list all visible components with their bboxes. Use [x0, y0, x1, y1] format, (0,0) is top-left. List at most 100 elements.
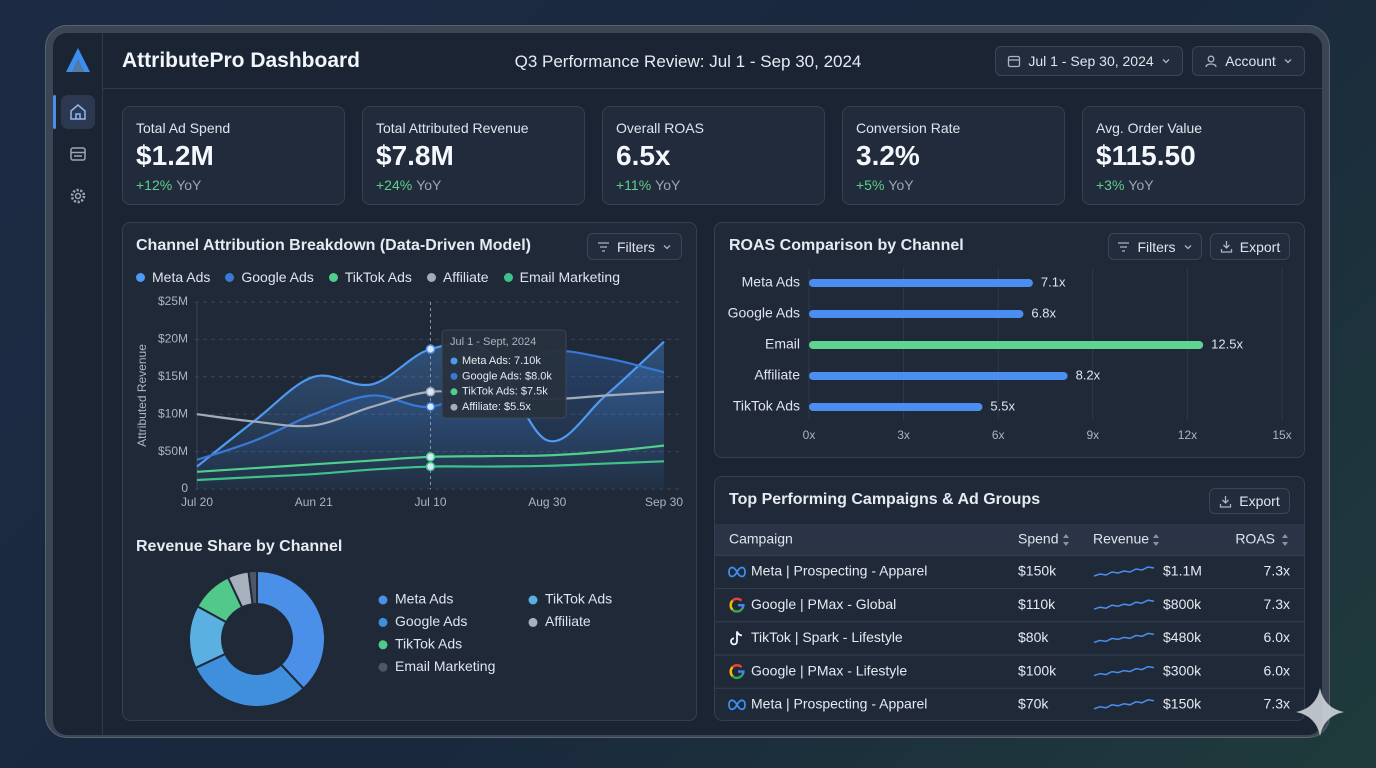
- legend-item: Affiliate: [426, 269, 489, 285]
- button-text: Filters: [1137, 238, 1176, 255]
- platform-icon: [728, 699, 746, 711]
- export-button[interactable]: Export: [1210, 233, 1290, 260]
- tooltip-swatch: [450, 403, 458, 411]
- platform-icon: [728, 566, 746, 578]
- home-icon: [70, 104, 86, 120]
- download-icon: [1220, 495, 1232, 508]
- kpi-label: Overall ROAS: [616, 120, 704, 136]
- kpi-change-value: +12%: [136, 177, 173, 193]
- tooltip-item: Google Ads: $8.0k: [462, 370, 552, 382]
- legend-label: TikTok Ads: [545, 591, 612, 607]
- legend-swatch: [378, 662, 388, 672]
- y-tick-label: $50M: [158, 444, 188, 458]
- table-cell: TikTok | Spark - Lifestyle: [751, 629, 903, 645]
- sparkline: [1093, 599, 1155, 610]
- filters-button[interactable]: Filters: [1108, 233, 1202, 260]
- legend-swatch: [378, 595, 388, 605]
- kpi-card: Avg. Order Value $115.50 +3% YoY: [1082, 106, 1305, 205]
- nav-settings[interactable]: [61, 179, 95, 213]
- y-tick-label: $10M: [158, 406, 188, 420]
- chevron: [1284, 59, 1292, 64]
- sparkle-decoration: [1296, 688, 1344, 736]
- legend-label: Affiliate: [442, 269, 489, 285]
- table-cell: $480k: [1163, 629, 1202, 645]
- date-range-picker[interactable]: Jul 1 - Sep 30, 2024: [995, 46, 1183, 76]
- filters-button[interactable]: Filters: [587, 233, 682, 260]
- tooltip-swatch: [450, 388, 458, 396]
- legend-label: Meta Ads: [395, 591, 453, 607]
- export-button[interactable]: Export: [1209, 488, 1290, 514]
- kpi-period: YoY: [888, 177, 914, 193]
- logo: [66, 48, 90, 72]
- button-text: Filters: [616, 238, 656, 255]
- chevron: [1162, 59, 1170, 64]
- table-cell: $80k: [1018, 629, 1049, 645]
- table-cell: 6.0x: [1264, 662, 1290, 678]
- value-label: 6.8x: [1031, 305, 1056, 320]
- table-cell: $70k: [1018, 696, 1049, 712]
- kpi-label: Total Ad Spend: [136, 120, 231, 136]
- tooltip-swatch: [450, 372, 458, 380]
- kpi-change: +5% YoY: [856, 177, 1064, 193]
- x-tick-label: Sep 30: [645, 495, 683, 509]
- nav-home[interactable]: [61, 95, 95, 129]
- account-menu[interactable]: Account: [1192, 46, 1305, 76]
- bar: [809, 341, 1204, 349]
- sparkline: [1093, 699, 1155, 710]
- table-cell: Meta | Prospecting - Apparel: [751, 696, 927, 712]
- y-axis-label: Attributed Revenue: [135, 344, 149, 447]
- kpi-change: +11% YoY: [616, 177, 824, 193]
- panel-title: Channel Attribution Breakdown (Data-Driv…: [136, 237, 531, 254]
- chevron: [663, 244, 671, 249]
- legend-item: TikTok Ads: [328, 269, 412, 285]
- active-indicator: [53, 95, 56, 129]
- table-cell: Google | PMax - Lifestyle: [751, 662, 907, 678]
- value-label: 7.1x: [1041, 274, 1066, 289]
- legend-label: TikTok Ads: [344, 269, 412, 285]
- legend-swatch: [225, 272, 235, 282]
- table-cell: $150k: [1163, 696, 1202, 712]
- filter-icon: [1118, 241, 1130, 252]
- platform-icon: [730, 631, 743, 646]
- hover-point: [425, 387, 436, 397]
- app-title: AttributePro Dashboard: [122, 49, 361, 72]
- x-tick-label: Aun 21: [295, 495, 333, 509]
- table-cell: $800k: [1163, 596, 1202, 612]
- hover-point: [425, 401, 436, 412]
- tooltip-item: Affiliate: $5.5x: [462, 401, 531, 413]
- pie-slice: [194, 652, 305, 708]
- category-label: Meta Ads: [742, 274, 800, 290]
- download-icon: [1220, 241, 1232, 253]
- legend-label: Meta Ads: [152, 269, 211, 285]
- hover-point: [425, 461, 436, 472]
- sort-icon: [1153, 534, 1159, 546]
- google-arc: [738, 604, 745, 609]
- x-tick-label: 9x: [1086, 428, 1099, 442]
- table-cell: $1.1M: [1163, 563, 1202, 579]
- google-arc: [731, 607, 744, 613]
- kpi-period: YoY: [416, 177, 442, 193]
- campaigns-panel: [714, 476, 1305, 721]
- sidebar-divider: [102, 33, 103, 735]
- x-tick-label: 0x: [803, 428, 816, 442]
- category-label: Email: [765, 336, 800, 352]
- legend-label: Google Ads: [241, 269, 314, 285]
- panel-title: ROAS Comparison by Channel: [729, 237, 964, 254]
- kpi-value: $115.50: [1096, 140, 1196, 171]
- legend-item: Google Ads: [225, 269, 314, 285]
- y-tick-label: $15M: [158, 369, 188, 383]
- kpi-card: Total Ad Spend $1.2M +12% YoY: [122, 106, 345, 205]
- legend-swatch: [528, 595, 538, 605]
- button-text: Export: [1239, 238, 1281, 255]
- kpi-label: Avg. Order Value: [1096, 120, 1203, 136]
- sparkline: [1093, 665, 1155, 677]
- legend-label: TikTok Ads: [395, 636, 462, 652]
- button-text: Export: [1239, 493, 1280, 509]
- nav-reports[interactable]: [61, 137, 95, 171]
- table-header-bg: [715, 524, 1304, 556]
- kpi-card: Conversion Rate 3.2% +5% YoY: [842, 106, 1065, 205]
- kpi-value: 6.5x: [616, 140, 671, 171]
- x-tick-label: 15x: [1272, 428, 1291, 442]
- bar: [809, 279, 1033, 287]
- kpi-value: $7.8M: [376, 140, 454, 171]
